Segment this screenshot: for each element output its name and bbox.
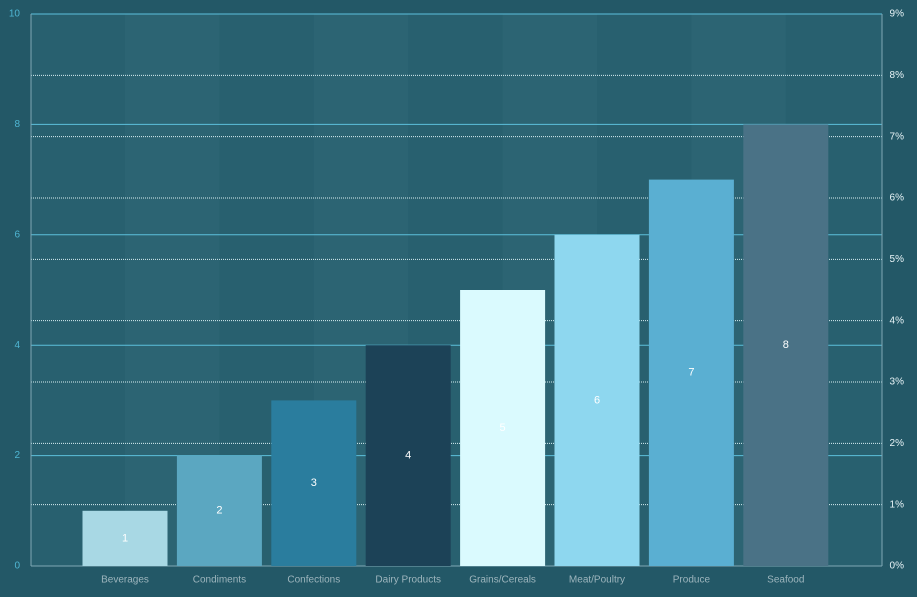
x-tick-label: Beverages [101, 575, 149, 586]
y2-tick-label: 3% [890, 377, 905, 388]
x-tick-label: Dairy Products [375, 575, 441, 586]
x-tick-label: Meat/Poultry [569, 575, 625, 586]
y2-tick-label: 8% [890, 70, 905, 81]
y2-tick-label: 5% [890, 254, 905, 265]
data-label: 6 [594, 394, 600, 406]
y-tick-label: 8 [14, 119, 20, 130]
data-label: 2 [216, 505, 222, 517]
y-tick-label: 6 [14, 229, 20, 240]
data-label: 8 [783, 339, 789, 351]
x-tick-label: Confections [287, 575, 340, 586]
y2-tick-label: 0% [890, 561, 905, 572]
bar [460, 290, 546, 566]
bar [648, 179, 734, 566]
bar [554, 234, 640, 567]
data-label: 5 [500, 422, 506, 434]
y-tick-label: 10 [9, 9, 21, 20]
y2-tick-label: 7% [890, 131, 905, 142]
bar [82, 510, 168, 566]
y-tick-label: 0 [14, 561, 20, 572]
bar [365, 345, 451, 566]
data-label: 4 [405, 450, 411, 462]
y2-tick-label: 1% [890, 499, 905, 510]
bar [743, 124, 829, 567]
y2-tick-label: 6% [890, 193, 905, 204]
bar [271, 400, 357, 566]
data-label: 7 [688, 367, 694, 379]
data-label: 3 [311, 477, 317, 489]
data-label: 1 [122, 532, 128, 544]
x-tick-label: Grains/Cereals [469, 575, 536, 586]
x-tick-label: Seafood [767, 575, 804, 586]
y2-tick-label: 2% [890, 438, 905, 449]
y2-tick-label: 9% [890, 9, 905, 20]
y2-tick-label: 4% [890, 315, 905, 326]
bar [176, 455, 262, 566]
y-tick-label: 4 [14, 340, 20, 351]
y-tick-label: 2 [14, 450, 20, 461]
x-tick-label: Condiments [193, 575, 246, 586]
x-tick-label: Produce [673, 575, 711, 586]
